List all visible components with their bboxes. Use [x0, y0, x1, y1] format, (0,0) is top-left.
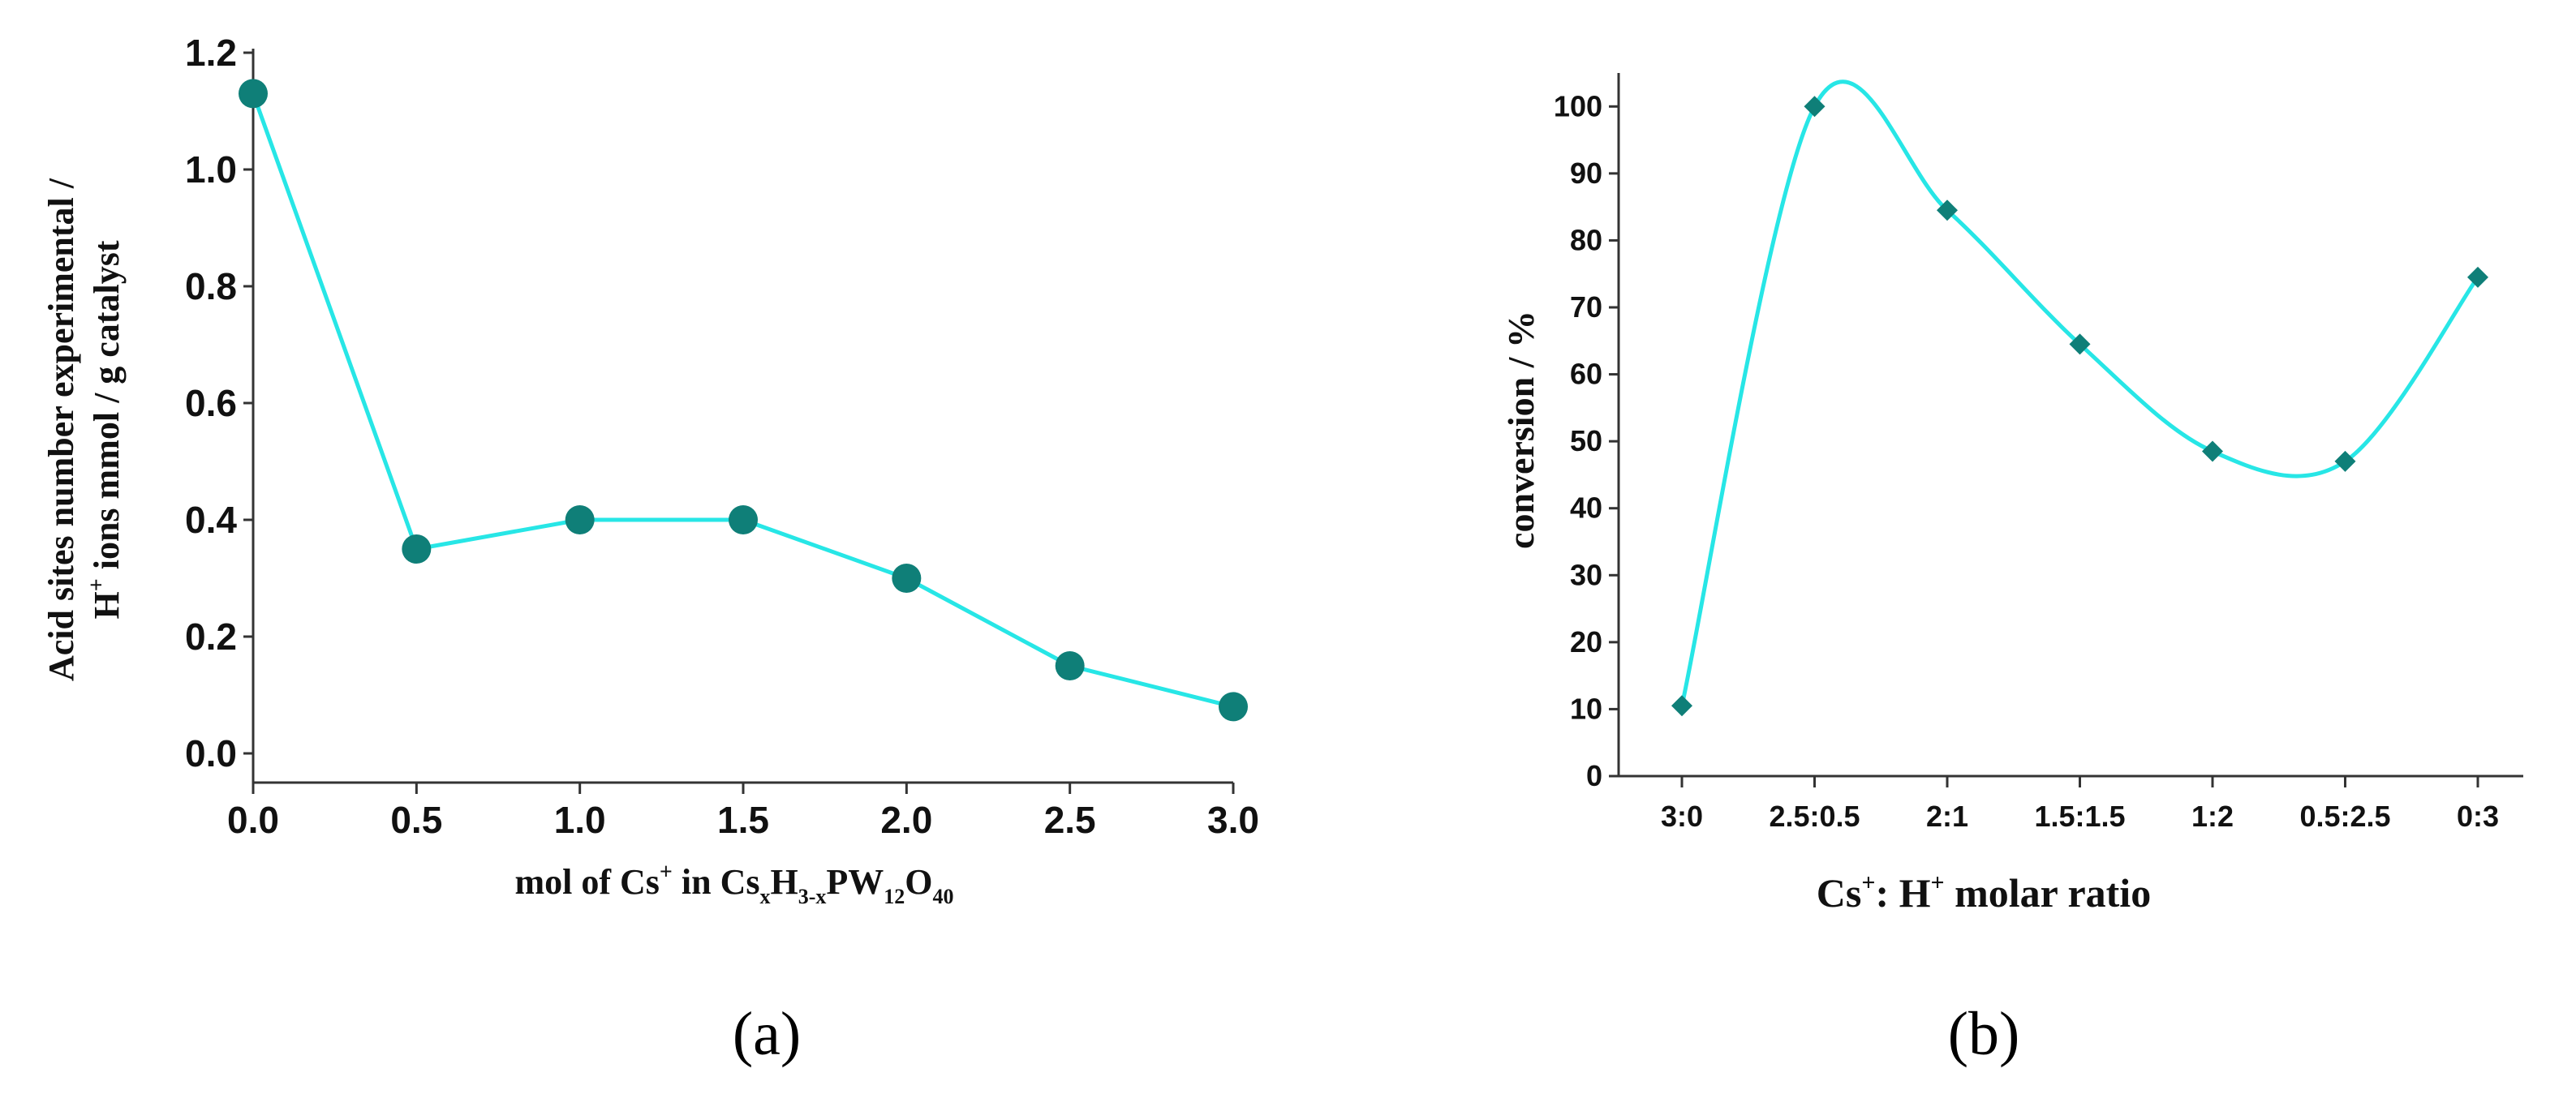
- chart-a-data-point: [892, 564, 922, 593]
- chart-b-x-tick-label: 0.5:2.5: [2299, 800, 2390, 833]
- chart-b-axes: [1617, 73, 2523, 778]
- chart-b-x-tick-label: 2:1: [1926, 800, 1968, 833]
- chart-a-x-tick-label: 1.0: [554, 799, 606, 841]
- chart-b-x-axis-title: Cs+: H+ molar ratio: [1817, 869, 2151, 916]
- chart-b-data-point: [2202, 440, 2223, 462]
- chart-a-data-point: [565, 505, 595, 534]
- chart-a-y-tick-label: 0.0: [185, 732, 237, 774]
- chart-a-y-tick-label: 0.8: [185, 265, 237, 307]
- chart-b-y-tick-label: 60: [1570, 358, 1602, 391]
- chart-a-axes: [252, 49, 1233, 784]
- chart-b-y-tick-label: 90: [1570, 157, 1602, 190]
- chart-b-x-tick-label: 1.5:1.5: [2034, 800, 2125, 833]
- chart-a-y-tick-label: 0.2: [185, 616, 237, 658]
- chart-b-x-tick-label: 2.5:0.5: [1769, 800, 1860, 833]
- chart-b-data-point: [2467, 266, 2488, 288]
- chart-b-x-ticks: 3:0 2.5:0.5 2:1 1.5:1.5 1:2 0.5:2.5 0:3: [1661, 776, 2499, 833]
- chart-a-y-tick-label: 0.6: [185, 382, 237, 424]
- chart-b-data-point: [2334, 450, 2356, 472]
- chart-a-y-tick-label: 0.4: [185, 499, 237, 541]
- panel-label-b: (b): [1948, 1000, 2020, 1068]
- chart-a-y-tick-label: 1.0: [185, 148, 237, 191]
- chart-a-x-tick-label: 2.5: [1044, 799, 1096, 841]
- chart-b-data-point: [1804, 96, 1826, 118]
- chart-a-y-ticks: 0.0 0.2 0.4 0.6 0.8 1.0 1.2: [185, 32, 253, 774]
- chart-a-x-tick-label: 1.5: [717, 799, 769, 841]
- chart-a-y-tick-label: 1.2: [185, 32, 237, 74]
- chart-b-y-tick-label: 10: [1570, 692, 1602, 725]
- chart-b-points: [1671, 96, 2488, 717]
- chart-b-y-ticks: 0 10 20 30 40 50 60 70 80 90 100: [1554, 89, 1619, 792]
- chart-a-y-axis-title: Acid sites number experimental / H+ ions…: [41, 178, 127, 681]
- chart-a-series-line: [251, 92, 1234, 709]
- chart-a-x-ticks: 0.0 0.5 1.0 1.5 2.0 2.5 3.0: [227, 783, 1259, 841]
- chart-b-data-point: [1937, 199, 1958, 221]
- chart-a-x-tick-label: 3.0: [1207, 799, 1259, 841]
- chart-b-y-tick-label: 20: [1570, 625, 1602, 659]
- chart-a-x-tick-label: 0.0: [227, 799, 279, 841]
- chart-b: 0 10 20 30 40 50 60 70 80 90 100 3:0 2.5:0.5 2:1 1.5:…: [1500, 73, 2523, 1068]
- chart-b-y-axis-title: conversion / %: [1500, 311, 1542, 549]
- chart-b-x-tick-label: 0:3: [2457, 800, 2499, 833]
- chart-b-x-tick-label: 1:2: [2191, 800, 2234, 833]
- chart-a-points: [239, 79, 1248, 722]
- chart-a-data-point: [1219, 692, 1248, 722]
- chart-a-data-point: [729, 505, 758, 534]
- chart-a-data-point: [1055, 651, 1085, 680]
- chart-b-y-tick-label: 30: [1570, 558, 1602, 591]
- chart-b-y-tick-label: 80: [1570, 223, 1602, 256]
- chart-a-y-axis-title-line2: H+ ions mmol / g catalyst: [84, 240, 127, 619]
- chart-b-series-line: [1679, 79, 2480, 706]
- chart-b-y-tick-label: 0: [1586, 759, 1602, 792]
- chart-b-y-tick-label: 50: [1570, 424, 1602, 457]
- chart-a-x-tick-label: 0.5: [390, 799, 442, 841]
- chart-b-y-tick-label: 100: [1554, 89, 1602, 122]
- chart-a-data-point: [402, 534, 432, 564]
- chart-b-data-point: [1671, 695, 1692, 717]
- chart-b-data-point: [2069, 333, 2091, 355]
- chart-b-y-tick-label: 70: [1570, 290, 1602, 324]
- panel-label-a: (a): [733, 1000, 801, 1068]
- chart-a-x-axis-title: mol of Cs+ in CsxH3-xPW12O40: [514, 860, 953, 908]
- chart-a-y-axis-title-line1: Acid sites number experimental /: [41, 178, 81, 681]
- chart-a-data-point: [239, 79, 268, 109]
- chart-b-x-tick-label: 3:0: [1661, 800, 1703, 833]
- chart-a-x-tick-label: 2.0: [880, 799, 932, 841]
- chart-b-y-tick-label: 40: [1570, 491, 1602, 525]
- chart-a: 0.0 0.2 0.4 0.6 0.8 1.0 1.2 0.0 0.5 1.0 1.5 2.0 2.5…: [41, 32, 1259, 1068]
